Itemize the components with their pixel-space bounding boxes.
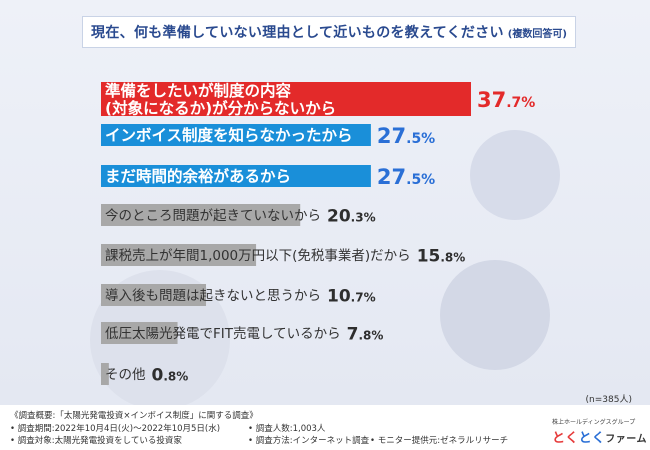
survey-overview: 《調査概要:「太陽光発電投資×インボイス制度」に関する調査》 [10,411,258,421]
bar [101,363,109,385]
bar-label: 今のところ問題が起きていないから [105,208,321,224]
bar [101,204,301,226]
bar-value: 20.3% [327,206,376,226]
bar [101,165,371,187]
bar-value: 27.5% [377,165,435,189]
bar-label: インボイス制度を知らなかったから [105,126,353,145]
bar [101,284,207,306]
bar-label: (対象になるか)が分からないから [105,98,336,117]
bar-value: 7.8% [347,324,384,344]
survey-footer: 《調査概要:「太陽光発電投資×インボイス制度」に関する調査》 • 調査期間:20… [0,405,650,450]
bar [101,244,257,266]
survey-period: • 調査期間:2022年10月4日(火)〜2022年10月5日(水) [10,424,221,434]
bar [101,322,178,344]
bar-label: 導入後も問題は起きないと思うから [105,288,321,304]
bar-chart: 準備をしたいが制度の内容(対象になるか)が分からないから 37.7% インボイス制度… [101,81,535,385]
background-decoration [470,130,560,220]
brand-group-name: 株上ホールディングスグループ [552,419,636,426]
bar-value: 27.5% [377,124,435,148]
brand-logo: とくとくファーム [552,427,647,446]
brand-logo-part: ファーム [605,434,647,445]
bar [101,82,471,116]
bar [101,124,371,146]
survey-target: • 調査対象:太陽光発電投資をしている投資家 [10,436,182,446]
chart-title-note: (複数回答可) [507,28,567,40]
survey-count: • 調査人数:1,003人 [248,424,326,434]
brand-logo-part: とく [552,431,579,446]
background-decoration [440,260,550,370]
bar-value: 37.7% [477,88,535,112]
bar-value: 0.8% [152,365,189,385]
bar-label: 低圧太陽光発電でFIT売電しているから [105,326,341,342]
bar-value: 10.7% [327,286,376,306]
sample-size-label: (n=385人) [585,395,632,405]
chart-title: 現在、何も準備していない理由として近いものを教えてください [91,25,504,41]
bar-label: 課税売上が年間1,000万円以下(免税事業者)だから [105,248,411,264]
brand-logo-part: とく [578,431,606,446]
bar-label: その他 [105,367,146,383]
bar-value: 15.8% [417,246,466,266]
bar-label: 準備をしたいが制度の内容 [105,81,292,100]
bar-label: まだ時間的余裕があるから [105,167,291,186]
survey-monitor: • モニター提供元:ゼネラルリサーチ [370,436,509,446]
survey-method: • 調査方法:インターネット調査 [248,436,370,446]
chart-title-box: 現在、何も準備していない理由として近いものを教えてください (複数回答可) [82,16,576,48]
